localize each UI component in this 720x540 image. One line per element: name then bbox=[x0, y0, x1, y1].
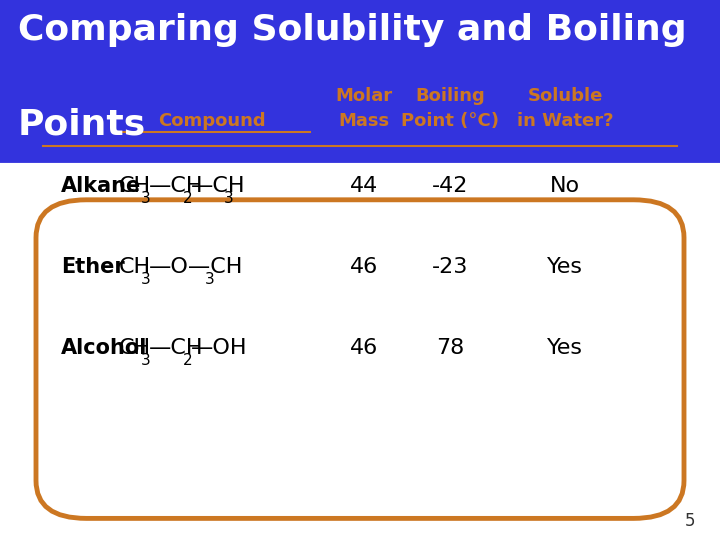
Text: —CH: —CH bbox=[190, 176, 245, 197]
Text: -23: -23 bbox=[432, 257, 468, 278]
Text: 46: 46 bbox=[349, 257, 378, 278]
Text: 78: 78 bbox=[436, 338, 464, 359]
Text: 2: 2 bbox=[183, 353, 192, 368]
FancyBboxPatch shape bbox=[36, 200, 684, 518]
Text: Alcohol: Alcohol bbox=[61, 338, 148, 359]
Text: -42: -42 bbox=[432, 176, 468, 197]
Text: Ether: Ether bbox=[61, 257, 125, 278]
Text: 5: 5 bbox=[684, 512, 695, 530]
Text: CH: CH bbox=[119, 338, 151, 359]
Text: 3: 3 bbox=[141, 191, 151, 206]
Text: —CH: —CH bbox=[149, 176, 204, 197]
Text: —OH: —OH bbox=[190, 338, 247, 359]
Text: Yes: Yes bbox=[547, 257, 583, 278]
Text: Comparing Solubility and Boiling: Comparing Solubility and Boiling bbox=[18, 13, 687, 46]
Text: 3: 3 bbox=[141, 272, 151, 287]
Text: 3: 3 bbox=[224, 191, 234, 206]
Text: —CH: —CH bbox=[149, 338, 204, 359]
Text: Soluble: Soluble bbox=[528, 87, 603, 105]
Text: Alkane: Alkane bbox=[61, 176, 141, 197]
Text: CH: CH bbox=[119, 257, 151, 278]
Text: Mass: Mass bbox=[338, 112, 390, 130]
Text: 2: 2 bbox=[183, 191, 192, 206]
Text: Compound: Compound bbox=[158, 112, 266, 130]
Text: Yes: Yes bbox=[547, 338, 583, 359]
Text: 44: 44 bbox=[349, 176, 378, 197]
Text: 46: 46 bbox=[349, 338, 378, 359]
Text: Boiling: Boiling bbox=[415, 87, 485, 105]
Text: Points: Points bbox=[18, 107, 146, 141]
Text: —O—CH: —O—CH bbox=[149, 257, 243, 278]
Text: 3: 3 bbox=[141, 353, 151, 368]
Text: Molar: Molar bbox=[335, 87, 392, 105]
Text: Point (°C): Point (°C) bbox=[401, 112, 499, 130]
Text: No: No bbox=[550, 176, 580, 197]
Text: in Water?: in Water? bbox=[517, 112, 613, 130]
Bar bbox=[0, 0, 720, 165]
Text: 3: 3 bbox=[205, 272, 215, 287]
Text: CH: CH bbox=[119, 176, 151, 197]
